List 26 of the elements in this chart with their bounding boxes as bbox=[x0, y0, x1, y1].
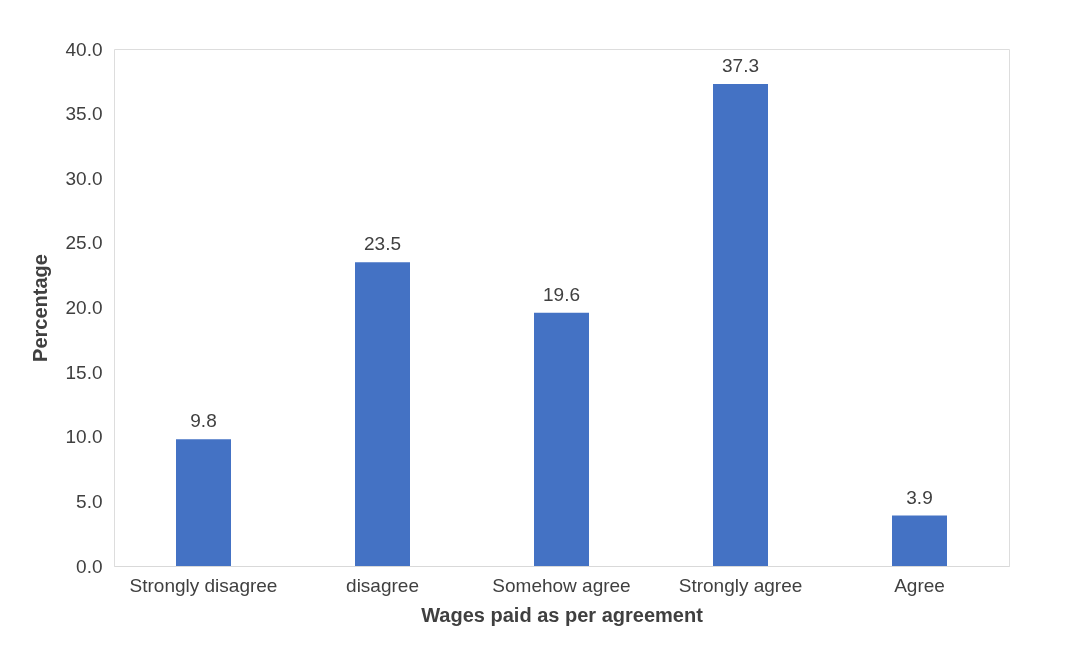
y-tick-label: 15.0 bbox=[65, 361, 103, 383]
data-label: 23.5 bbox=[364, 233, 401, 255]
x-tick-label: Somehow agree bbox=[492, 574, 631, 596]
data-label: 37.3 bbox=[722, 54, 759, 76]
x-tick-label: Agree bbox=[894, 574, 945, 596]
bar bbox=[713, 83, 768, 566]
bar bbox=[534, 312, 589, 566]
bar bbox=[892, 515, 947, 566]
y-tick-label: 0.0 bbox=[76, 555, 103, 577]
data-label: 3.9 bbox=[906, 486, 933, 508]
y-axis-title: Percentage bbox=[28, 254, 51, 362]
data-label: 9.8 bbox=[190, 410, 217, 432]
data-label: 19.6 bbox=[543, 283, 580, 305]
y-tick-label: 40.0 bbox=[65, 38, 103, 60]
x-tick-label: disagree bbox=[346, 574, 419, 596]
x-tick-label: Strongly disagree bbox=[129, 574, 278, 596]
y-tick-label: 35.0 bbox=[65, 103, 103, 125]
y-tick-label: 25.0 bbox=[65, 232, 103, 254]
y-tick-label: 5.0 bbox=[76, 490, 103, 512]
y-tick-label: 20.0 bbox=[65, 297, 103, 318]
x-tick-label: Strongly agree bbox=[678, 574, 803, 596]
bar bbox=[176, 439, 231, 566]
y-tick-label: 30.0 bbox=[65, 167, 103, 189]
y-tick-label: 10.0 bbox=[65, 426, 103, 448]
x-axis-title: Wages paid as per agreement bbox=[421, 603, 704, 626]
bar bbox=[355, 262, 410, 566]
